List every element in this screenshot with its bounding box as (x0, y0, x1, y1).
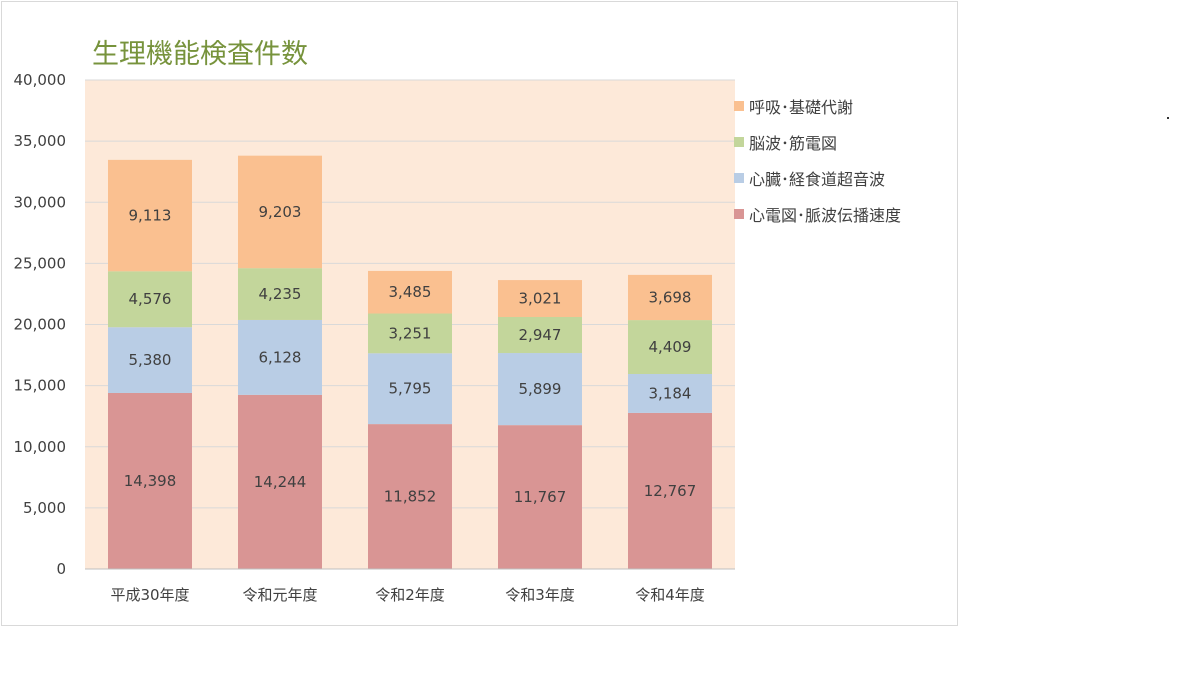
data-label: 9,113 (129, 207, 172, 225)
bar-segment (108, 271, 192, 328)
data-label: 2,947 (519, 326, 562, 344)
bar-segment (368, 353, 452, 425)
bar-segment (628, 373, 712, 413)
legend-label: 心電図･脈波伝播速度 (749, 206, 902, 225)
chart-title: 生理機能検査件数 (92, 39, 308, 70)
legend: 呼吸･基礎代謝 脳波･筋電図心臓･経食道超音波 心電図･脈波伝播速度 (734, 88, 901, 232)
legend-label: 呼吸･基礎代謝 (749, 98, 854, 117)
bar-segment (368, 313, 452, 354)
data-label: 3,184 (649, 384, 692, 402)
bar-segment (368, 424, 452, 569)
data-label: 3,021 (519, 290, 562, 308)
data-label: 5,899 (519, 380, 562, 398)
data-label: 4,235 (259, 285, 302, 303)
legend-swatch (734, 137, 744, 147)
data-label: 3,485 (389, 283, 432, 301)
bar-segment (498, 425, 582, 569)
data-label: 5,795 (389, 380, 432, 398)
legend-label: 心臓･経食道超音波 (749, 170, 886, 189)
legend-item: 心臓･経食道超音波 (734, 160, 901, 196)
legend-item: 心電図･脈波伝播速度 (734, 196, 901, 232)
data-label: 5,380 (129, 351, 172, 369)
bar-segment (628, 320, 712, 374)
y-tick-label: 10,000 (14, 438, 67, 456)
data-label: 6,128 (259, 348, 302, 366)
x-tick-label: 令和3年度 (505, 586, 575, 604)
data-label: 3,698 (649, 288, 692, 306)
data-label: 4,576 (129, 290, 172, 308)
x-tick-label: 令和2年度 (375, 586, 445, 604)
bar-segment (498, 353, 582, 426)
data-label: 14,398 (124, 472, 177, 490)
bar-segment (108, 327, 192, 393)
y-tick-label: 40,000 (14, 71, 67, 89)
legend-label: 脳波･筋電図 (749, 134, 838, 153)
bar-segment (498, 280, 582, 318)
data-label: 11,767 (514, 488, 567, 506)
legend-swatch (734, 173, 744, 183)
data-label: 11,852 (384, 488, 437, 506)
bar-segment (238, 268, 322, 320)
y-tick-label: 15,000 (14, 377, 67, 395)
stray-dot (1167, 117, 1169, 119)
data-label: 3,251 (389, 324, 432, 342)
bar-segment (498, 317, 582, 354)
bar-segment (238, 394, 322, 569)
y-tick-label: 30,000 (14, 193, 67, 211)
bar-segment (628, 274, 712, 321)
y-tick-label: 35,000 (14, 132, 67, 150)
y-tick-label: 5,000 (23, 499, 66, 517)
y-tick-label: 0 (56, 560, 66, 578)
legend-swatch (734, 209, 744, 219)
legend-item: 呼吸･基礎代謝 (734, 88, 901, 124)
y-tick-label: 20,000 (14, 316, 67, 334)
x-tick-label: 令和4年度 (635, 586, 705, 604)
bar-segment (238, 155, 322, 269)
data-label: 12,767 (644, 482, 697, 500)
x-tick-label: 平成30年度 (110, 586, 189, 604)
legend-item: 脳波･筋電図 (734, 124, 901, 160)
bar-segment (368, 270, 452, 314)
y-tick-label: 25,000 (14, 254, 67, 272)
legend-swatch (734, 101, 744, 111)
bar-segment (108, 392, 192, 569)
x-tick-label: 令和元年度 (242, 586, 317, 604)
bar-segment (108, 159, 192, 272)
data-label: 9,203 (259, 203, 302, 221)
bar-segment (628, 412, 712, 569)
data-label: 4,409 (649, 338, 692, 356)
bar-segment (238, 319, 322, 395)
data-label: 14,244 (254, 473, 307, 491)
